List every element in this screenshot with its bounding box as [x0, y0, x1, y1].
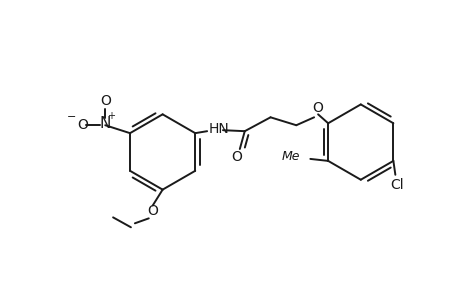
- Text: N: N: [99, 116, 111, 131]
- Text: O: O: [147, 204, 158, 218]
- Text: O: O: [77, 118, 88, 132]
- Text: +: +: [107, 111, 115, 121]
- Text: HN: HN: [209, 122, 230, 136]
- Text: O: O: [100, 94, 111, 109]
- Text: Cl: Cl: [390, 178, 403, 192]
- Text: O: O: [312, 101, 323, 116]
- Text: O: O: [231, 150, 242, 164]
- Text: −: −: [67, 112, 76, 122]
- Text: Me: Me: [281, 150, 300, 164]
